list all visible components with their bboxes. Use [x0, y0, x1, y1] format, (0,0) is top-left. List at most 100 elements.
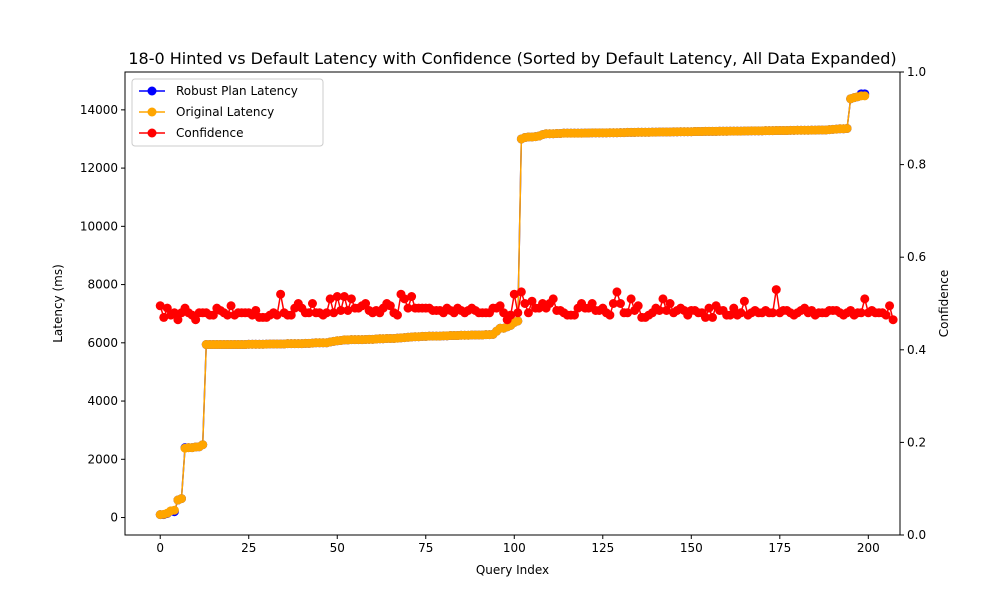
y-tick-label: 6000 [87, 336, 118, 350]
series-2-point [276, 289, 286, 299]
series-1-point [860, 91, 870, 101]
series-2-point [392, 310, 402, 320]
series-2-point [888, 315, 898, 325]
series-2-point [527, 296, 537, 306]
series-2-point [608, 299, 618, 308]
y-axis-left: 0 2000 4000 6000 8000 10000 12000 14000 [80, 103, 125, 525]
y-tick-label: 12000 [80, 161, 118, 175]
series-2-point [329, 308, 339, 318]
series-2-point [499, 308, 509, 318]
series-2-point [339, 292, 349, 302]
series-2-point [332, 292, 342, 302]
series-2-point [325, 294, 335, 304]
series-1-point [169, 505, 179, 515]
series-1-point [513, 316, 523, 326]
series-2-point [169, 308, 179, 318]
series-2-point [226, 301, 236, 311]
legend-label: Robust Plan Latency [176, 84, 298, 98]
x-tick-label: 175 [768, 541, 791, 555]
legend-label: Confidence [176, 126, 243, 140]
legend-marker [147, 107, 157, 117]
series-2-point [251, 305, 261, 315]
series-2-point [495, 301, 505, 311]
series-2-point [700, 312, 710, 322]
legend-box [131, 78, 324, 147]
y2-tick-label: 0.4 [907, 343, 926, 357]
series-1-point [198, 440, 208, 450]
series-2-point [304, 308, 314, 318]
y2-tick-label: 0.0 [907, 528, 926, 542]
series-2-point [516, 287, 526, 297]
series-2-point [520, 299, 530, 308]
y2-axis-title: Confidence [937, 270, 951, 337]
series-2-point [654, 305, 664, 315]
legend: Robust Plan Latency Original Latency Confi… [131, 78, 324, 147]
series-2-point [736, 308, 746, 318]
series-2-point [725, 310, 735, 320]
series-2-point [322, 308, 332, 318]
x-axis: 0 25 50 75 100 125 150 175 200 [156, 535, 880, 555]
y-axis-title: Latency (ms) [51, 264, 65, 343]
x-tick-label: 25 [241, 541, 256, 555]
x-tick-label: 200 [857, 541, 880, 555]
series-markers [155, 89, 898, 520]
y-tick-label: 2000 [87, 452, 118, 466]
y-tick-label: 0 [110, 511, 118, 525]
series-2-point [286, 310, 296, 320]
series-2-point [739, 296, 749, 306]
x-tick-label: 0 [156, 541, 164, 555]
legend-marker [147, 86, 157, 96]
series-2-point [336, 305, 346, 315]
series-2-point [506, 310, 516, 320]
series-2-point [615, 299, 625, 308]
y2-tick-label: 0.2 [907, 435, 926, 449]
series-2-point [860, 294, 870, 304]
series-2-point [729, 303, 739, 313]
series-1-point [176, 494, 186, 504]
legend-marker [147, 128, 157, 138]
series-2-point [626, 294, 636, 304]
series-2-point [155, 301, 165, 311]
chart-title: 18-0 Hinted vs Default Latency with Conf… [128, 49, 896, 68]
series-2-point [856, 308, 866, 318]
series-2-point [361, 299, 371, 308]
series-2-point [346, 294, 356, 304]
series-2-point [612, 287, 622, 297]
series-2-point [885, 301, 895, 311]
x-tick-label: 50 [330, 541, 345, 555]
x-tick-label: 100 [503, 541, 526, 555]
plot-frame [124, 71, 901, 536]
series-2-point [662, 305, 672, 315]
x-tick-label: 75 [418, 541, 433, 555]
series-2-point [385, 301, 395, 311]
series-2-point [708, 312, 718, 322]
y2-tick-label: 1.0 [907, 65, 926, 79]
series-2-point [159, 312, 169, 322]
series-2-point [343, 305, 353, 315]
series-2-point [665, 299, 675, 308]
series-2-point [513, 308, 523, 318]
series-2-point [400, 294, 410, 304]
y-axis-right: 0.0 0.2 0.4 0.6 0.8 1.0 [900, 65, 926, 542]
series-2-point [191, 315, 201, 325]
y2-tick-label: 0.6 [907, 250, 926, 264]
series-2-point [208, 310, 218, 320]
series-2-point [569, 310, 579, 320]
series-2-point [768, 308, 778, 318]
series-2-point [587, 299, 597, 308]
series-2-point [658, 294, 668, 304]
series-2-point [272, 310, 282, 320]
series-2-point [509, 289, 519, 299]
series-1-point [842, 123, 852, 133]
y-tick-label: 10000 [80, 219, 118, 233]
series-2-point [403, 303, 413, 313]
x-tick-label: 150 [680, 541, 703, 555]
y-tick-label: 4000 [87, 394, 118, 408]
x-tick-label: 125 [591, 541, 614, 555]
series-2-point [223, 310, 232, 320]
y2-tick-label: 0.8 [907, 158, 926, 172]
series-2-point [407, 292, 417, 302]
series-2-point [173, 315, 183, 325]
